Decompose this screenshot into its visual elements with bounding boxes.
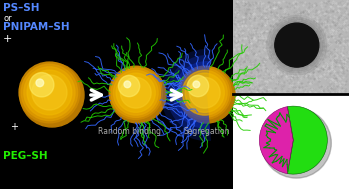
Circle shape — [275, 23, 319, 67]
Circle shape — [267, 15, 327, 75]
Text: Random binding: Random binding — [98, 127, 162, 136]
Text: +: + — [10, 122, 18, 132]
Circle shape — [261, 108, 331, 178]
Text: PNIPAM–SH: PNIPAM–SH — [3, 22, 69, 32]
Circle shape — [275, 23, 319, 67]
Wedge shape — [167, 55, 210, 135]
Circle shape — [187, 75, 209, 97]
Circle shape — [180, 68, 229, 117]
Circle shape — [190, 77, 220, 108]
Circle shape — [27, 70, 72, 115]
Circle shape — [21, 64, 77, 121]
Circle shape — [111, 68, 161, 117]
Wedge shape — [259, 107, 293, 174]
Circle shape — [36, 79, 44, 87]
Circle shape — [183, 70, 227, 115]
Circle shape — [273, 21, 321, 69]
Circle shape — [124, 81, 131, 88]
Wedge shape — [173, 61, 210, 129]
Circle shape — [179, 67, 235, 123]
Bar — [233, 0, 349, 94]
Circle shape — [116, 73, 155, 112]
Circle shape — [32, 75, 67, 110]
Text: or: or — [3, 14, 12, 23]
Wedge shape — [161, 49, 211, 141]
Wedge shape — [288, 106, 327, 174]
Circle shape — [109, 66, 162, 119]
Text: PEG–SH: PEG–SH — [3, 151, 47, 161]
Circle shape — [110, 67, 166, 123]
Circle shape — [24, 67, 75, 118]
Circle shape — [30, 73, 54, 97]
Text: +: + — [3, 34, 12, 44]
Circle shape — [120, 77, 151, 108]
Circle shape — [178, 66, 231, 119]
Circle shape — [271, 19, 323, 71]
Text: Segregation: Segregation — [184, 127, 230, 136]
Circle shape — [20, 63, 84, 127]
Circle shape — [185, 73, 224, 112]
Circle shape — [193, 81, 200, 88]
Circle shape — [118, 75, 140, 97]
Circle shape — [113, 70, 158, 115]
Circle shape — [19, 62, 80, 123]
Bar — [233, 95, 349, 189]
Circle shape — [269, 17, 325, 73]
Text: PS–SH: PS–SH — [3, 3, 39, 13]
